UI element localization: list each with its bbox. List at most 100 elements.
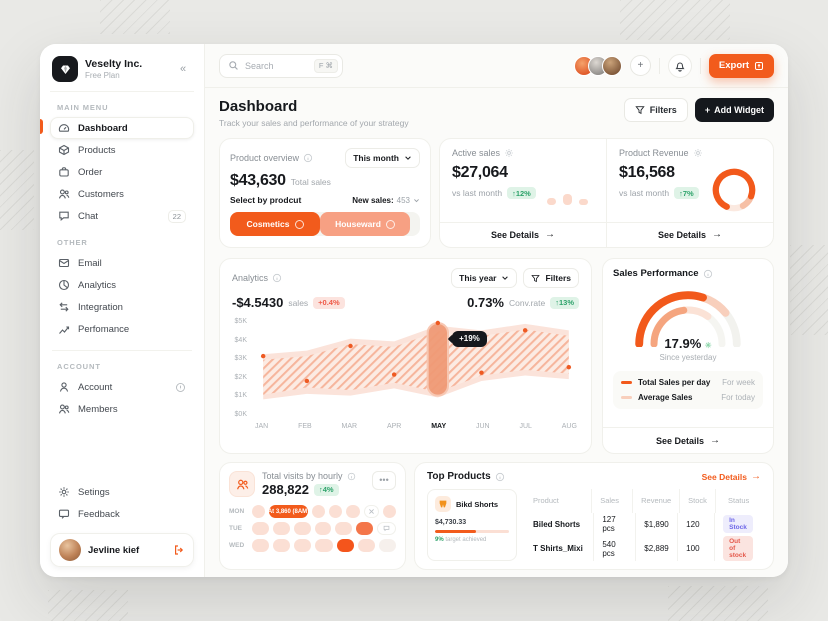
heatmap-cell xyxy=(357,539,375,552)
app-window: Veselty Inc. Free Plan « MAIN MENU Dashb… xyxy=(40,44,788,577)
growth-badge: ↑4% xyxy=(314,483,339,496)
filters-button-label: Filters xyxy=(545,273,571,283)
new-sales-dropdown[interactable]: New sales: 453 xyxy=(352,196,420,205)
column-header: Revenue xyxy=(632,489,679,513)
notifications-button[interactable] xyxy=(667,53,692,78)
cell-stock: 120 xyxy=(677,512,714,536)
sidebar-item-products[interactable]: Products xyxy=(50,139,194,161)
diamond-icon xyxy=(60,64,70,74)
sidebar-item-members[interactable]: Members xyxy=(50,398,194,420)
decor-lines xyxy=(48,590,128,621)
see-details-button[interactable]: See Details → xyxy=(607,222,773,247)
total-sales-value: $43,630 xyxy=(230,172,286,189)
segment-label: Houseward xyxy=(335,219,381,229)
period-select[interactable]: This month xyxy=(345,148,420,168)
sidebar-item-performance[interactable]: Perfomance xyxy=(50,318,194,340)
target-progress-bar xyxy=(435,530,509,533)
see-details-button[interactable]: See Details → xyxy=(603,427,773,453)
segment-houseward[interactable]: Houseward xyxy=(320,212,410,236)
sidebar-item-account[interactable]: Account xyxy=(50,376,194,398)
sidebar-divider xyxy=(52,350,192,351)
sidebar-item-dashboard[interactable]: Dashboard xyxy=(50,117,194,139)
target-caption: 9% target achieved xyxy=(435,537,509,543)
company-name: Veselty Inc. xyxy=(85,58,143,71)
total-visits-card: Total visits by hourly 288,822 ↑4% ••• xyxy=(219,462,406,570)
sidebar-item-email[interactable]: Email xyxy=(50,252,194,274)
info-icon xyxy=(272,273,282,283)
avatar[interactable] xyxy=(601,55,622,76)
page-header-actions: Filters + Add Widget xyxy=(623,98,774,122)
sidebar-item-label: Account xyxy=(78,381,113,393)
sidebar-item-customers[interactable]: Customers xyxy=(50,183,194,205)
bar xyxy=(579,199,588,208)
page-header: Dashboard Track your sales and performan… xyxy=(219,98,774,128)
analytics-header: Analytics This year Filters xyxy=(232,268,579,288)
sidebar-item-label: Analytics xyxy=(78,279,117,291)
gauge-legend: Total Sales per day For week Average Sal… xyxy=(613,371,763,410)
heatmap-cell xyxy=(311,505,325,518)
comment-icon xyxy=(383,525,390,532)
user-card[interactable]: Jevline kief xyxy=(50,533,194,567)
sidebar-item-analytics[interactable]: Analytics xyxy=(50,274,194,296)
total-sales-row: $43,630 Total sales xyxy=(230,172,420,190)
account-info-icon[interactable] xyxy=(175,382,186,393)
sidebar: Veselty Inc. Free Plan « MAIN MENU Dashb… xyxy=(40,44,205,577)
analytics-icon xyxy=(58,279,70,291)
featured-product-card[interactable]: Bikd Shorts $4,730.33 9% target achieved xyxy=(427,489,517,561)
product-icon xyxy=(435,496,451,512)
active-sales-panel: Active sales $27,064 vs last month ↑12% xyxy=(440,139,606,247)
chart-tooltip: +19% xyxy=(452,330,487,347)
product-revenue-value: $16,568 xyxy=(619,164,675,181)
sidebar-item-feedback[interactable]: Feedback xyxy=(50,503,194,525)
heatmap-row: TUE xyxy=(229,522,397,535)
cell-stock: 100 xyxy=(677,536,714,561)
heatmap-cell xyxy=(328,505,343,518)
visitors-icon xyxy=(229,471,255,497)
cell-sales: 540 pcs xyxy=(593,536,635,561)
see-details-link[interactable]: See Details → xyxy=(702,471,761,482)
decor-lines xyxy=(620,0,730,40)
add-widget-button[interactable]: + Add Widget xyxy=(694,98,774,122)
legend-swatch-orange xyxy=(621,381,632,385)
segment-count-badge xyxy=(385,219,395,229)
filters-button-label: Filters xyxy=(649,105,677,115)
export-button[interactable]: Export xyxy=(708,53,774,78)
chevron-down-icon xyxy=(414,198,419,202)
sidebar-collapse-button[interactable]: « xyxy=(174,60,192,78)
filters-button[interactable]: Filters xyxy=(623,98,688,122)
info-icon xyxy=(347,472,356,481)
section-title-main-menu: MAIN MENU xyxy=(57,103,109,112)
sidebar-item-chat[interactable]: Chat 22 xyxy=(50,205,194,227)
heatmap-row-label: MON xyxy=(229,508,245,515)
decor-lines xyxy=(668,586,768,621)
y-tick: $5K xyxy=(234,318,247,325)
page-title: Dashboard xyxy=(219,98,298,115)
sidebar-item-label: Setings xyxy=(78,486,110,498)
cell-status: In Stock xyxy=(714,512,761,536)
heatmap-row: WED xyxy=(229,539,396,552)
see-details-button[interactable]: See Details → xyxy=(440,222,606,247)
cell-product: T Shirts_Mixi xyxy=(533,544,583,553)
settings-icon xyxy=(58,486,70,498)
sidebar-item-order[interactable]: Order xyxy=(50,161,194,183)
performance-icon xyxy=(58,323,70,335)
analytics-filters-button[interactable]: Filters xyxy=(523,268,579,288)
more-options-button[interactable]: ••• xyxy=(372,471,396,490)
add-member-button[interactable]: + xyxy=(629,55,651,76)
sidebar-item-settings[interactable]: Setings xyxy=(50,481,194,503)
sidebar-item-integration[interactable]: Integration xyxy=(50,296,194,318)
search-input[interactable] xyxy=(245,60,308,71)
logout-button[interactable] xyxy=(173,544,185,556)
kpi-row: Product overview This month $43,630 Tota… xyxy=(219,138,774,248)
topbar-right: + Export xyxy=(573,53,774,78)
y-tick: $3K xyxy=(234,355,247,363)
year-select[interactable]: This year xyxy=(451,268,518,288)
target-percent: 9% xyxy=(435,537,444,543)
sales-stat: -$4.5430 sales +0.4% xyxy=(232,295,345,310)
info-icon xyxy=(303,153,313,163)
chat-icon xyxy=(58,210,70,222)
segment-cosmetics[interactable]: Cosmetics xyxy=(230,212,320,236)
featured-product-name: Bikd Shorts xyxy=(456,499,499,509)
heatmap-cell xyxy=(272,522,290,535)
conversion-stat-value: 0.73% xyxy=(467,295,504,310)
